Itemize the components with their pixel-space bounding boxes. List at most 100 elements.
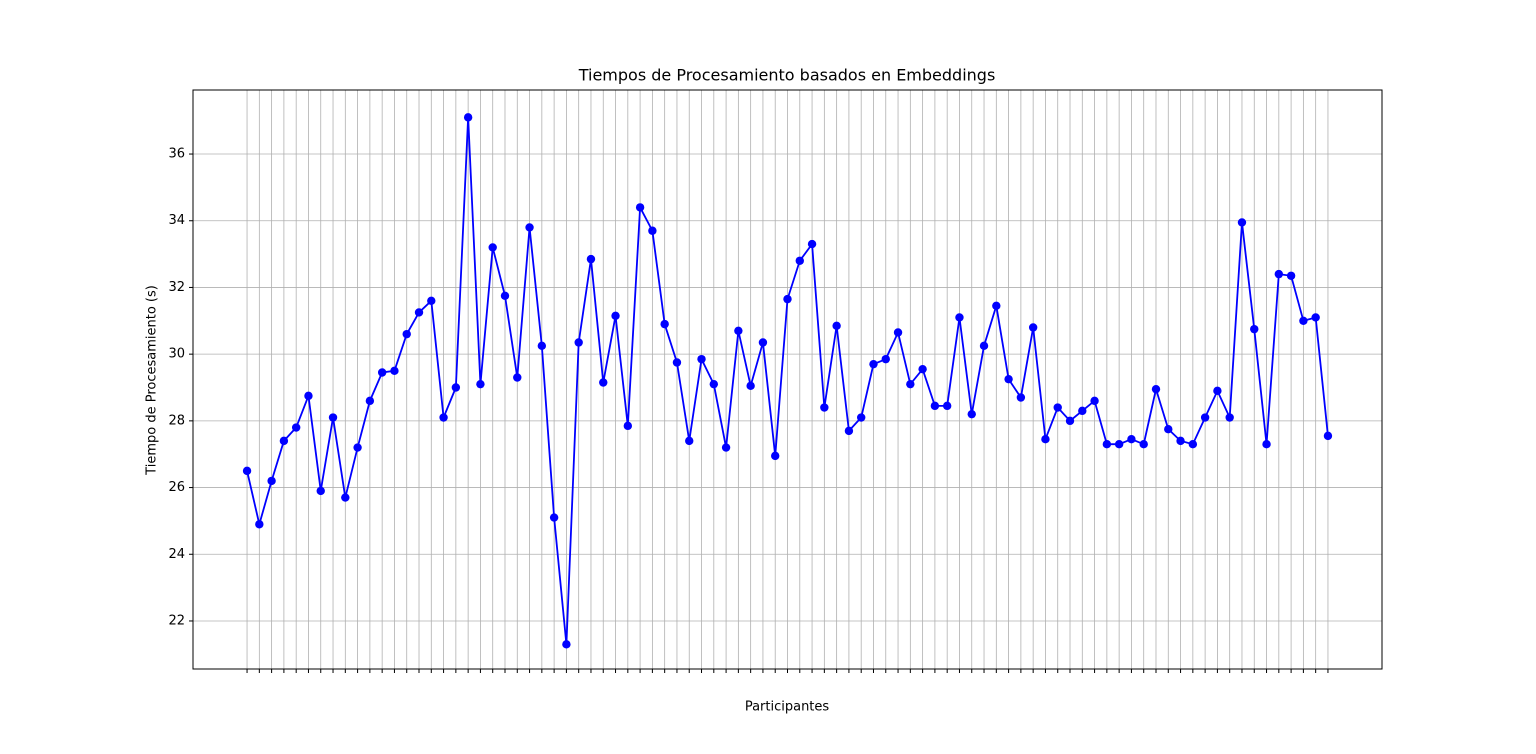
marker xyxy=(635,203,645,212)
marker xyxy=(1041,435,1050,444)
marker xyxy=(525,223,534,232)
marker xyxy=(844,426,854,436)
marker xyxy=(1102,440,1112,449)
marker xyxy=(574,338,583,347)
marker xyxy=(955,313,964,322)
marker xyxy=(1164,424,1173,434)
marker xyxy=(918,364,927,374)
y-tick-label: 34 xyxy=(168,213,185,228)
marker xyxy=(611,311,620,320)
marker xyxy=(586,254,596,264)
x-axis-label: Participantes xyxy=(745,700,830,715)
marker xyxy=(365,396,375,406)
marker xyxy=(1237,218,1247,227)
marker xyxy=(734,326,743,336)
marker xyxy=(856,413,866,422)
marker xyxy=(1028,323,1038,332)
marker xyxy=(942,401,952,411)
y-tick-label: 32 xyxy=(168,280,185,295)
marker xyxy=(513,373,522,382)
marker xyxy=(1090,396,1099,406)
y-tick-label: 36 xyxy=(168,147,185,162)
marker xyxy=(1200,413,1210,422)
marker xyxy=(1286,271,1296,280)
marker xyxy=(402,329,411,339)
marker xyxy=(1225,413,1234,422)
marker xyxy=(1151,384,1161,394)
marker xyxy=(820,403,829,412)
y-tick-label: 22 xyxy=(168,613,185,628)
marker xyxy=(660,319,669,329)
marker xyxy=(992,301,1001,310)
marker xyxy=(1323,431,1333,441)
marker xyxy=(1114,440,1124,449)
marker xyxy=(709,379,719,389)
marker xyxy=(906,379,915,389)
marker xyxy=(537,341,547,351)
marker xyxy=(930,401,940,411)
marker xyxy=(893,328,903,337)
marker xyxy=(463,113,473,122)
marker xyxy=(476,379,485,389)
marker xyxy=(427,296,436,305)
marker xyxy=(979,341,989,351)
y-tick-label: 30 xyxy=(168,347,185,362)
marker xyxy=(746,381,755,391)
marker xyxy=(414,308,424,317)
marker xyxy=(500,291,510,300)
marker xyxy=(439,413,448,422)
marker xyxy=(758,338,768,347)
marker xyxy=(1016,393,1026,402)
marker xyxy=(353,443,362,452)
marker xyxy=(1299,316,1308,325)
marker xyxy=(1213,386,1222,396)
marker xyxy=(304,391,313,401)
marker xyxy=(1078,406,1087,416)
marker xyxy=(672,358,682,367)
marker xyxy=(771,451,780,461)
chart-title: Tiempos de Procesamiento basados en Embe… xyxy=(578,66,996,85)
marker xyxy=(328,413,338,422)
marker xyxy=(377,368,387,377)
marker xyxy=(1274,269,1284,279)
marker xyxy=(623,421,633,431)
marker xyxy=(1127,435,1136,444)
marker xyxy=(341,493,350,502)
marker xyxy=(255,520,264,529)
marker xyxy=(648,226,657,235)
marker xyxy=(242,466,252,476)
marker xyxy=(1262,440,1271,449)
marker xyxy=(1065,416,1075,426)
marker xyxy=(451,383,461,392)
marker xyxy=(1311,313,1320,322)
marker xyxy=(316,486,325,496)
marker xyxy=(685,436,694,446)
marker xyxy=(390,366,399,376)
marker xyxy=(807,239,817,249)
marker xyxy=(967,409,976,419)
plot-frame xyxy=(192,89,1383,670)
marker xyxy=(549,513,559,522)
marker xyxy=(783,294,792,304)
marker xyxy=(279,436,289,446)
marker xyxy=(832,321,841,331)
marker xyxy=(599,378,608,387)
marker xyxy=(1004,374,1013,384)
marker xyxy=(1053,403,1062,412)
y-tick-label: 24 xyxy=(168,547,185,562)
marker xyxy=(267,476,276,486)
marker xyxy=(1188,440,1198,449)
marker xyxy=(1250,324,1259,334)
marker xyxy=(1176,436,1185,446)
marker xyxy=(869,359,878,369)
marker xyxy=(562,640,571,649)
marker xyxy=(1139,440,1148,449)
y-tick-label: 28 xyxy=(168,413,185,428)
marker xyxy=(721,443,731,452)
marker xyxy=(291,423,301,432)
marker xyxy=(488,243,497,252)
marker xyxy=(795,256,804,265)
marker xyxy=(697,354,706,364)
marker xyxy=(881,354,890,364)
